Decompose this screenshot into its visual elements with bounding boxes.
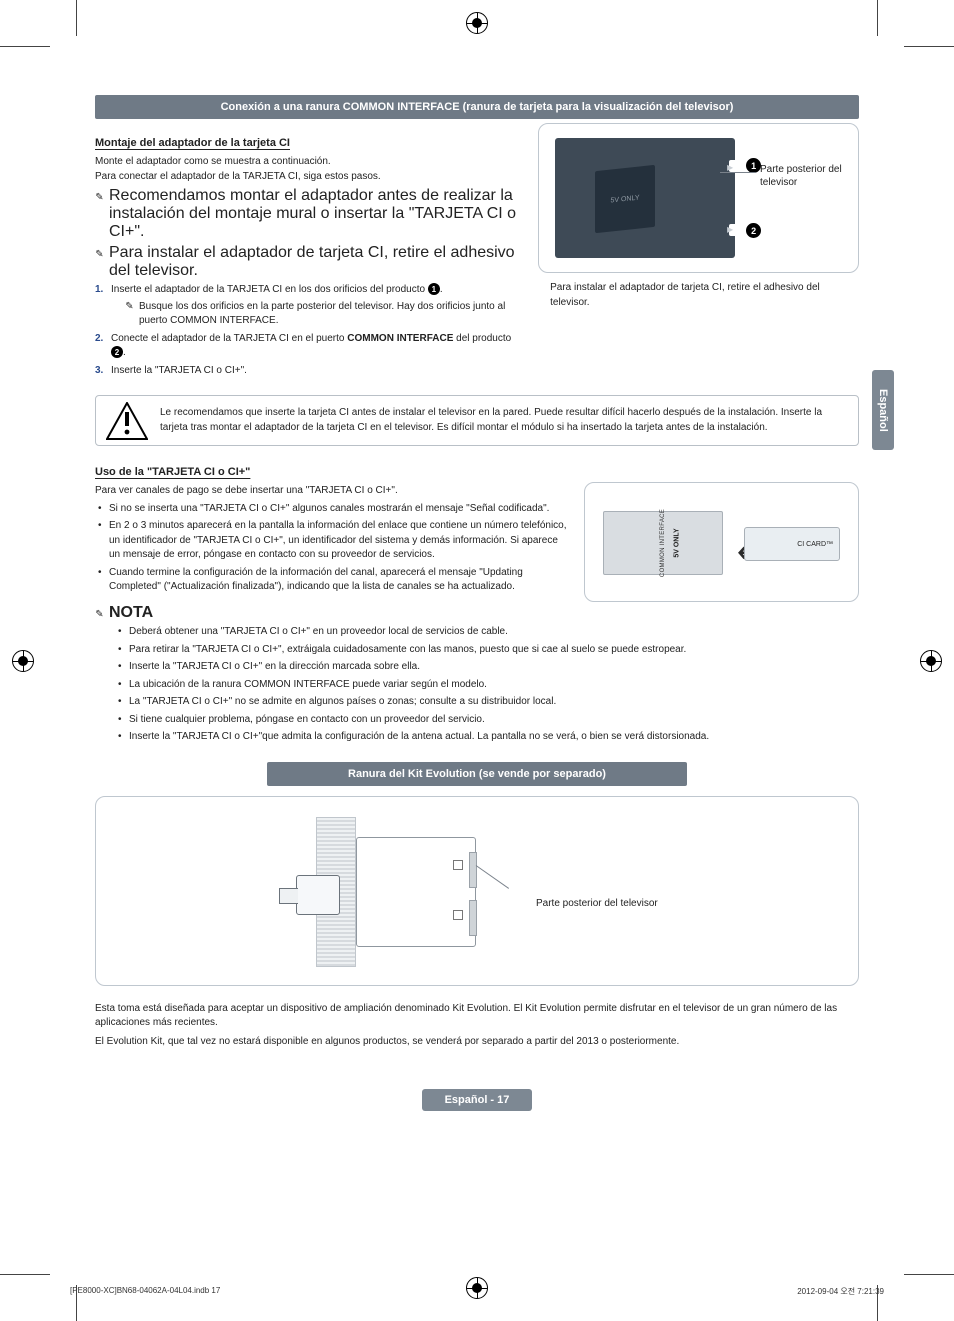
- ref-badge-1-icon: 1: [428, 283, 440, 295]
- footer-timestamp: 2012-09-04 오전 7:21:39: [797, 1286, 884, 1297]
- nota-list: Deberá obtener una "TARJETA CI o CI+" en…: [95, 625, 859, 745]
- ci-card-label: CI CARD™: [797, 541, 833, 548]
- page-content: Conexión a una ranura COMMON INTERFACE (…: [95, 95, 859, 1111]
- list-item: Inserte la "TARJETA CI o CI+"que admita …: [115, 730, 859, 745]
- step-number: 2.: [95, 332, 103, 347]
- bullet-list: Si no se inserta una "TARJETA CI o CI+" …: [95, 502, 570, 595]
- evolution-slot-illustration: [356, 837, 476, 947]
- right-column: 5V ONLY ▸ ▸ 1 2 Parte posterior del tele…: [538, 123, 859, 381]
- figure-caption: Para instalar el adaptador de tarjeta CI…: [538, 281, 859, 310]
- left-column: Uso de la "TARJETA CI o CI+" Para ver ca…: [95, 452, 570, 602]
- step-number: 3.: [95, 364, 103, 379]
- slot-label: COMMON INTERFACE: [660, 509, 666, 577]
- section-banner-evolution: Ranura del Kit Evolution (se vende por s…: [267, 762, 687, 786]
- nota-label: NOTA: [109, 604, 153, 621]
- crop-mark: [0, 46, 50, 47]
- registration-mark-right: [920, 650, 942, 672]
- arrow-icon: ▸: [727, 222, 733, 236]
- figure-label-parte-posterior: Parte posterior del televisor: [760, 164, 848, 189]
- warning-icon: [106, 402, 148, 440]
- ci-slot-icon: 5V ONLY: [595, 165, 655, 233]
- step-subnote-text: Busque los dos orificios en la parte pos…: [139, 301, 505, 327]
- ci-slot-illustration: COMMON INTERFACE 5V ONLY: [603, 511, 723, 575]
- note-icon: [93, 244, 106, 262]
- leader-line: [476, 865, 534, 909]
- paragraph: Para conectar el adaptador de la TARJETA…: [95, 170, 524, 185]
- paragraph: Para ver canales de pago se debe inserta…: [95, 484, 570, 499]
- evolution-kit-device-illustration: [296, 875, 340, 915]
- step-text: Inserte la "TARJETA CI o CI+".: [111, 365, 247, 376]
- slot-label-5v: 5V ONLY: [674, 528, 681, 557]
- language-tab: Español: [872, 370, 894, 450]
- list-item: La "TARJETA CI o CI+" no se admite en al…: [115, 695, 859, 710]
- figure-label-parte-posterior: Parte posterior del televisor: [536, 897, 666, 910]
- heading-montaje: Montaje del adaptador de la tarjeta CI: [95, 137, 524, 149]
- note-icon: [93, 187, 106, 205]
- crop-mark: [76, 0, 77, 36]
- note-text: Para instalar el adaptador de tarjeta CI…: [109, 244, 515, 279]
- list-item: Si no se inserta una "TARJETA CI o CI+" …: [95, 502, 570, 517]
- ref-badge-1-icon: 1: [746, 158, 761, 173]
- list-item: En 2 o 3 minutos aparecerá en la pantall…: [95, 519, 570, 563]
- screw-hole-icon: [453, 910, 463, 920]
- step-number: 1.: [95, 283, 103, 298]
- step-2: 2. Conecte el adaptador de la TARJETA CI…: [95, 332, 524, 361]
- section-banner-common-interface: Conexión a una ranura COMMON INTERFACE (…: [95, 95, 859, 119]
- nota-heading: NOTA: [95, 604, 859, 622]
- footer-filename: [PE8000-XC]BN68-04062A-04L04.indb 17: [70, 1286, 220, 1297]
- step-1: 1. Inserte el adaptador de la TARJETA CI…: [95, 283, 524, 329]
- list-item: Deberá obtener una "TARJETA CI o CI+" en…: [115, 625, 859, 640]
- crop-mark: [904, 46, 954, 47]
- figure-ci-adapter: 5V ONLY ▸ ▸ 1 2 Parte posterior del tele…: [538, 123, 859, 273]
- step-subnote: Busque los dos orificios en la parte pos…: [111, 300, 524, 329]
- figure-evolution-kit: Parte posterior del televisor: [95, 796, 859, 986]
- list-item: Cuando termine la configuración de la in…: [95, 566, 570, 595]
- left-column: Montaje del adaptador de la tarjeta CI M…: [95, 123, 524, 381]
- step-3: 3. Inserte la "TARJETA CI o CI+".: [95, 364, 524, 379]
- print-footer: [PE8000-XC]BN68-04062A-04L04.indb 17 201…: [70, 1286, 884, 1297]
- list-item: Para retirar la "TARJETA CI o CI+", extr…: [115, 643, 859, 658]
- screw-hole-icon: [453, 860, 463, 870]
- step-text: Conecte el adaptador de la TARJETA CI en…: [111, 333, 511, 359]
- list-item: La ubicación de la ranura COMMON INTERFA…: [115, 678, 859, 693]
- list-item: Si tiene cualquier problema, póngase en …: [115, 713, 859, 728]
- note-icon: [123, 300, 136, 315]
- list-item: Inserte la "TARJETA CI o CI+" en la dire…: [115, 660, 859, 675]
- crop-mark: [904, 1274, 954, 1275]
- registration-mark-left: [12, 650, 34, 672]
- note-icon: [93, 604, 106, 622]
- note-line: Para instalar el adaptador de tarjeta CI…: [95, 244, 524, 280]
- steps-list: 1. Inserte el adaptador de la TARJETA CI…: [95, 283, 524, 378]
- note-line: Recomendamos montar el adaptador antes d…: [95, 187, 524, 241]
- heading-uso: Uso de la "TARJETA CI o CI+": [95, 466, 570, 478]
- paragraph: El Evolution Kit, que tal vez no estará …: [95, 1035, 859, 1050]
- ref-badge-2-icon: 2: [111, 346, 123, 358]
- crop-mark: [877, 0, 878, 36]
- right-column: COMMON INTERFACE 5V ONLY 🡰 CI CARD™: [584, 452, 859, 602]
- ref-badge-2-icon: 2: [746, 223, 761, 238]
- ci-card-illustration: CI CARD™: [744, 527, 840, 561]
- step-text: Inserte el adaptador de la TARJETA CI en…: [111, 284, 443, 295]
- registration-mark-top: [466, 12, 488, 34]
- page-number-badge: Español - 17: [422, 1089, 532, 1111]
- figure-ci-card: COMMON INTERFACE 5V ONLY 🡰 CI CARD™: [584, 482, 859, 602]
- tv-rear-illustration: 5V ONLY ▸ ▸ 1 2: [555, 138, 735, 258]
- paragraph: Esta toma está diseñada para aceptar un …: [95, 1002, 859, 1031]
- warning-box: Le recomendamos que inserte la tarjeta C…: [95, 395, 859, 446]
- warning-text: Le recomendamos que inserte la tarjeta C…: [160, 406, 848, 435]
- note-text: Recomendamos montar el adaptador antes d…: [109, 187, 516, 240]
- paragraph: Monte el adaptador como se muestra a con…: [95, 155, 524, 170]
- crop-mark: [0, 1274, 50, 1275]
